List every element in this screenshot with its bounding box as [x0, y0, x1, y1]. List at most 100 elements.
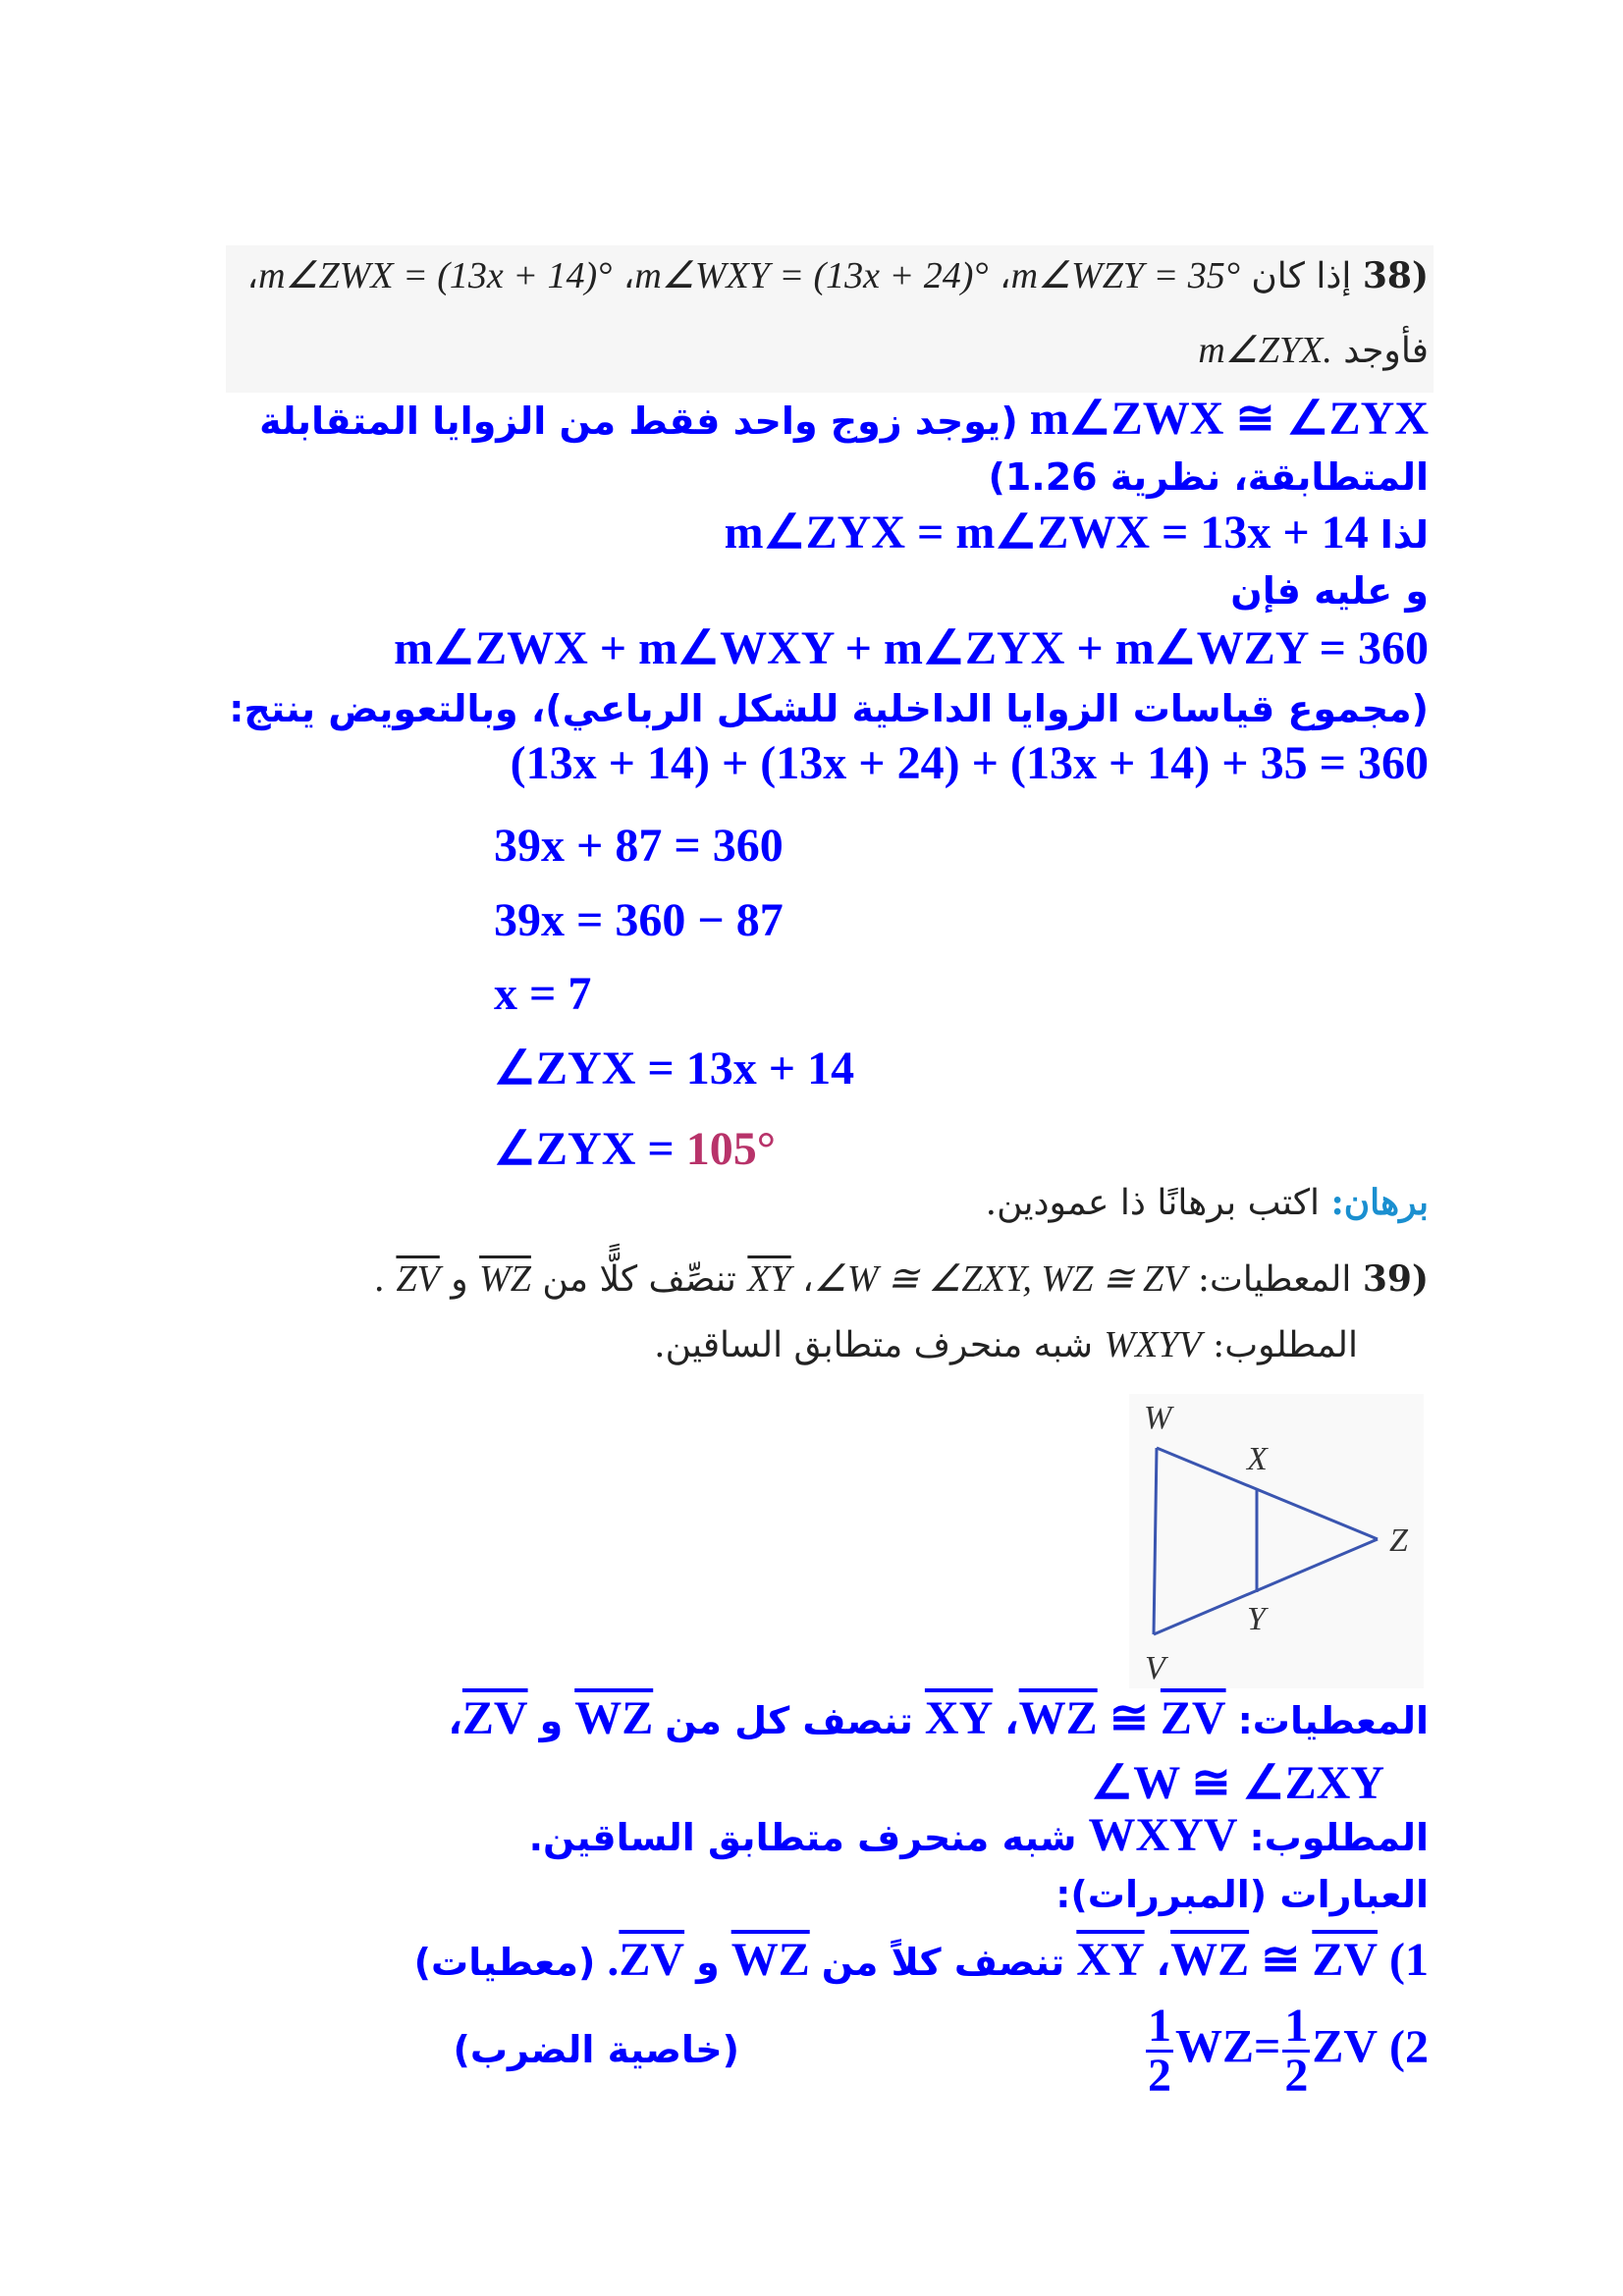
solution-line-5: m∠ZWX + m∠WXY + m∠ZYX + m∠WZY = 360 [394, 620, 1429, 675]
label-z: Z [1389, 1522, 1409, 1559]
and-text: و [451, 1259, 468, 1300]
solution-line-6: (مجموع قياسات الزوايا الداخلية للشكل الر… [229, 679, 1429, 733]
segment-zv: ZV [1312, 2020, 1379, 2073]
text: (مجموع قياسات الزوايا الداخلية للشكل الر… [229, 687, 1429, 730]
math: m∠ZWX ≅ ∠ZYX [1029, 393, 1429, 445]
find-text: فأوجد [1343, 331, 1429, 371]
segment-wz-line [1156, 1446, 1379, 1541]
solution-line-2: المتطابقة، نظرية 1.26) [988, 448, 1429, 502]
answer-required: المطلوب: WXYV شبه منحرف متطابق الساقين. [529, 1808, 1429, 1862]
given-expr: ∠W ≅ ∠ZXY, WZ ≅ ZV [813, 1258, 1187, 1300]
label-x: X [1245, 1441, 1269, 1477]
problem-38-statement: (38 إذا كان m∠WZY = 35°، m∠WXY = (13x + … [247, 253, 1430, 297]
required-expr: WXYV [1104, 1324, 1202, 1365]
solution-line-9: 39x = 360 − 87 [494, 894, 784, 946]
proof-header: برهان: اكتب برهانًا ذا عمودين. [986, 1182, 1429, 1223]
bisects-text: تنصِّف كلًّا من [542, 1259, 736, 1300]
statement-2: (2 1 2 WZ= 1 2 ZV (خاصية الضرب) [453, 2002, 1429, 2100]
required-label: المطلوب: [1213, 1325, 1358, 1365]
statement-number: (1 [1389, 1934, 1429, 1986]
segment-wz: WZ [574, 1692, 654, 1744]
statement-1: (1 ZV ≅ WZ، XY تنصف كلاً من WZ و ZV. (مع… [414, 1932, 1429, 1987]
problem-number: (39 [1362, 1258, 1429, 1300]
given-angle-zwx: m∠ZWX = (13x + 14)° [258, 255, 613, 296]
numerator: 1 [1282, 2000, 1311, 2053]
separator: ، [448, 1699, 462, 1742]
solution-line-10: x = 7 [494, 968, 592, 1020]
solution-line-4: و عليه فإن [1230, 561, 1429, 615]
solution-line-1: m∠ZWX ≅ ∠ZYX (يوجد زوج واحد فقط من الزوا… [259, 391, 1429, 446]
numerator: 1 [1145, 2000, 1173, 2053]
required-label: المطلوب: [1249, 1816, 1429, 1859]
label-y: Y [1247, 1601, 1269, 1637]
solution-line-11: ∠ZYX = 13x + 14 [494, 1042, 855, 1095]
separator: ، [802, 1259, 814, 1300]
statement-number: (2 [1389, 2020, 1429, 2073]
required-text: شبه منحرف متطابق الساقين. [654, 1325, 1094, 1365]
statements-text: العبارات (المبررات): [1055, 1873, 1429, 1916]
segment-wv-line [1152, 1447, 1159, 1635]
math: m∠ZWX + m∠WXY + m∠ZYX + m∠WZY = 360 [394, 622, 1429, 674]
segment-zv: ZV [461, 1692, 528, 1744]
answer-given: المعطيات: ZV ≅ WZ، XY تنصف كل من WZ و ZV… [448, 1690, 1429, 1745]
final-answer: 105° [685, 1123, 776, 1175]
solution-line-8: 39x + 87 = 360 [494, 820, 784, 872]
problem-number: (38 [1362, 255, 1429, 296]
math: ∠ZYX = [494, 1123, 686, 1175]
bisects-text: تنصف كل من [665, 1699, 913, 1742]
statements-label: العبارات (المبررات): [1055, 1865, 1429, 1919]
given-angle-wxy: m∠WXY = (13x + 24)° [634, 255, 989, 296]
segment-zv: ZV [619, 1934, 685, 1986]
solution-line-12: ∠ZYX = 105° [494, 1121, 776, 1176]
math: m∠ZYX = m∠ZWX = 13x + 14 [724, 507, 1369, 559]
trapezoid-diagram: W X Z Y V [1129, 1394, 1424, 1688]
label-w: W [1144, 1400, 1174, 1436]
proof-instruction: اكتب برهانًا ذا عمودين. [985, 1183, 1320, 1223]
math: (13x + 14) + (13x + 24) + (13x + 14) + 3… [510, 737, 1429, 789]
find-expr: m∠ZYX. [1198, 330, 1332, 371]
reason: (خاصية الضرب) [453, 2027, 739, 2071]
denominator: 2 [1147, 2050, 1171, 2102]
equals: = [1253, 2020, 1281, 2073]
segment-zv-line [1153, 1537, 1379, 1636]
text: (يوجد زوج واحد فقط من الزوايا المتقابلة [259, 400, 1018, 443]
text: و عليه فإن [1230, 569, 1429, 613]
angle-expr: ∠W ≅ ∠ZXY [1091, 1757, 1384, 1809]
segment-wz: WZ [730, 1934, 810, 1986]
if-text: إذا كان [1251, 256, 1352, 296]
given-angle-wzy: m∠WZY = 35° [1010, 255, 1240, 296]
segment-xy: XY [924, 1692, 994, 1744]
bisects-text: تنصف كلاً من [821, 1941, 1065, 1984]
segment-zv: ZV [1312, 1934, 1379, 1986]
congruent-sign: ≅ [1261, 1934, 1301, 1986]
segment-zv: ZV [1160, 1692, 1226, 1744]
separator: ، [1000, 256, 1011, 296]
given-label: المعطيات: [1237, 1699, 1429, 1742]
segment-wz: WZ [1018, 1692, 1098, 1744]
statement-2-expr: 1 2 WZ= 1 2 ZV [1144, 2002, 1378, 2100]
segment-xy: XY [747, 1258, 791, 1300]
given-label: المعطيات: [1197, 1259, 1352, 1300]
separator: ، [246, 256, 259, 296]
problem-38-find: فأوجد m∠ZYX. [1198, 328, 1429, 372]
answer-given-angles: ∠W ≅ ∠ZXY [1091, 1755, 1384, 1810]
problem-39-given: (39 المعطيات: ∠W ≅ ∠ZXY, WZ ≅ ZV، XY تنص… [374, 1256, 1429, 1301]
text: لذا [1380, 513, 1429, 557]
segment-wz: WZ [479, 1258, 531, 1300]
diagram-background [1129, 1394, 1424, 1688]
segment-wz: WZ [1174, 2020, 1254, 2073]
separator: ، [1156, 1941, 1171, 1984]
solution-line-7: (13x + 14) + (13x + 24) + (13x + 14) + 3… [511, 736, 1429, 790]
required-expr: WXYV [1088, 1809, 1238, 1861]
separator: ، [622, 256, 635, 296]
proof-label: برهان: [1330, 1182, 1429, 1223]
segment-xy: XY [1076, 1934, 1145, 1986]
text: المتطابقة، نظرية 1.26) [988, 455, 1429, 499]
required-text: شبه منحرف متطابق الساقين. [528, 1816, 1077, 1859]
segment-zv: ZV [396, 1258, 440, 1300]
period: . [373, 1259, 385, 1300]
and-text: و [696, 1941, 720, 1984]
congruent-sign: ≅ [1109, 1692, 1149, 1744]
problem-39-required: المطلوب: WXYV شبه منحرف متطابق الساقين. [654, 1323, 1358, 1366]
